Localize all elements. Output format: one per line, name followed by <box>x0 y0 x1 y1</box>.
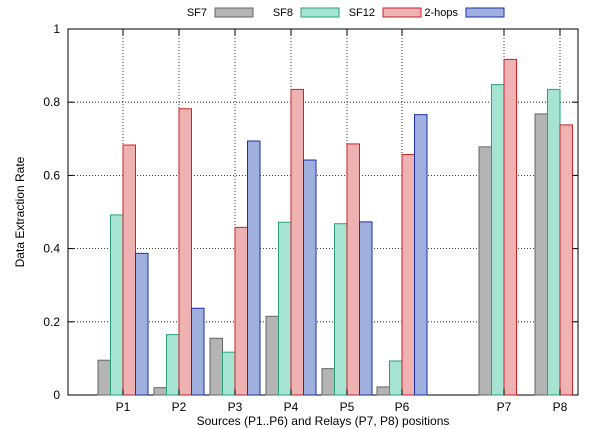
bar-sf12-p1 <box>122 144 136 396</box>
bar-sf12-p2 <box>178 108 192 396</box>
y-tick-label: 0.8 <box>43 95 60 109</box>
bar-sf7-p4 <box>265 315 279 396</box>
bar-sf12-p4 <box>290 88 304 396</box>
bar-sf8-p2 <box>166 334 180 396</box>
bar-sf7-p6 <box>376 386 390 396</box>
y-tick-label: 0.4 <box>43 242 60 256</box>
bar-sf7-p3 <box>209 337 223 396</box>
x-tick-label: P7 <box>497 400 512 414</box>
legend-swatch <box>300 7 340 18</box>
bar-sf12-p5 <box>346 143 360 396</box>
x-tick-label: P1 <box>116 400 131 414</box>
bars <box>97 58 573 396</box>
legend-label: SF7 <box>187 7 207 19</box>
y-tick-label: 0 <box>53 388 60 402</box>
y-axis-label: Data Extraction Rate <box>13 156 27 267</box>
bar-sf8-p4 <box>278 221 292 396</box>
y-axis-ticks: 0 0.2 0.4 0.6 0.8 1 <box>43 22 578 402</box>
bar-sf7-p5 <box>321 368 335 396</box>
bar-2-hops-p1 <box>135 252 149 396</box>
bar-2-hops-p6 <box>414 114 428 396</box>
bar-sf7-p8 <box>534 113 548 396</box>
y-tick-label: 1 <box>53 22 60 36</box>
bar-sf7-p2 <box>153 387 167 396</box>
x-tick-label: P2 <box>172 400 187 414</box>
x-tick-label: P5 <box>340 400 355 414</box>
legend-label: SF8 <box>273 7 293 19</box>
legend-swatch <box>382 7 422 18</box>
bar-sf12-p8 <box>559 124 573 396</box>
bar-sf8-p5 <box>334 223 348 396</box>
x-axis-ticks: P1 P2 P3 P4 P5 P6 P7 P8 <box>116 29 568 414</box>
bar-2-hops-p4 <box>303 159 317 396</box>
legend-swatch <box>214 7 254 18</box>
bar-2-hops-p3 <box>247 140 261 396</box>
x-tick-label: P6 <box>395 400 410 414</box>
bar-sf8-p7 <box>491 84 505 396</box>
bar-sf8-p8 <box>547 88 561 396</box>
bar-sf12-p3 <box>234 226 248 396</box>
legend-label: 2-hops <box>424 7 458 19</box>
bar-sf8-p6 <box>389 360 403 396</box>
bar-sf8-p1 <box>110 214 124 396</box>
bar-2-hops-p2 <box>191 307 205 396</box>
bar-sf12-p6 <box>401 154 415 396</box>
bar-sf12-p7 <box>503 58 517 396</box>
x-axis-label: Sources (P1..P6) and Relays (P7, P8) pos… <box>197 414 450 428</box>
bar-sf7-p1 <box>97 359 111 396</box>
bar-sf8-p3 <box>222 351 236 396</box>
legend-swatch <box>465 7 505 18</box>
y-tick-label: 0.2 <box>43 315 60 329</box>
legend-label: SF12 <box>349 7 375 19</box>
bar-sf7-p7 <box>478 146 492 396</box>
x-tick-label: P8 <box>553 400 568 414</box>
x-tick-label: P4 <box>284 400 299 414</box>
legend: SF7 SF8 SF12 2-hops <box>187 7 505 19</box>
bar-2-hops-p5 <box>359 221 373 396</box>
y-tick-label: 0.6 <box>43 168 60 182</box>
x-tick-label: P3 <box>228 400 243 414</box>
